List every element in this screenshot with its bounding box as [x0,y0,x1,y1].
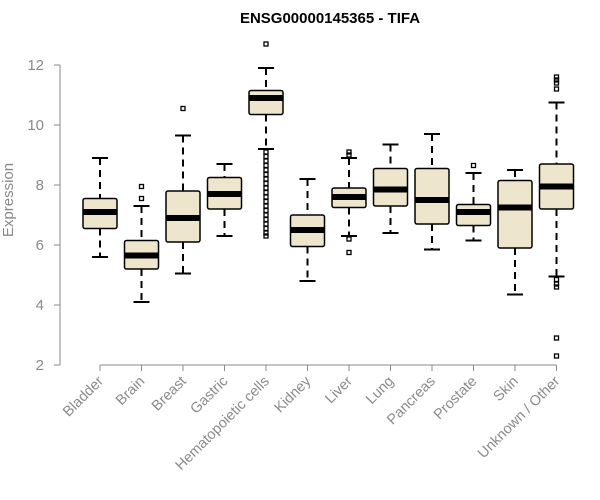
outlier-point [263,162,269,169]
outlier-point [553,80,560,86]
outlier-point [263,194,269,200]
outlier-point [553,74,560,80]
x-tick-label: Liver [322,373,356,407]
y-axis-title: Expression [0,163,17,237]
y-tick-label: 6 [36,237,44,254]
outlier-point [263,225,269,232]
outlier-point [138,183,145,190]
boxes-group [82,41,575,359]
y-tick-label: 12 [27,57,44,74]
outlier-point [263,212,269,218]
outlier-point [346,149,352,155]
y-tick-label: 2 [36,357,44,374]
box-pancreas [414,133,450,251]
outlier-point [263,185,269,191]
x-tick-label: Lung [363,374,397,408]
outlier-point [263,167,269,173]
box-brain [123,183,160,303]
x-tick-label: Breast [149,374,190,415]
box-hematopoietic-cells [248,41,284,239]
outlier-point [263,149,269,155]
iqr-box [497,179,533,249]
box-lung [372,143,409,234]
box-breast [165,105,201,275]
box-unknown-other [538,74,575,359]
outlier-point [553,335,560,341]
x-tick-label: Kidney [272,373,315,416]
outlier-point [263,203,269,209]
outlier-point [263,233,269,239]
outlier-point [263,176,269,182]
outlier-point [263,207,269,214]
box-gastric [206,163,243,237]
box-kidney [289,178,326,282]
outlier-point [263,216,269,223]
box-liver [331,149,367,256]
outlier-point [263,153,269,160]
outlier-point [470,162,477,169]
chart-title: ENSG00000145365 - TIFA [240,10,420,27]
iqr-box [248,89,284,116]
box-prostate [455,162,492,242]
outlier-point [346,236,352,242]
iqr-box [414,167,450,225]
y-tick-label: 8 [36,177,44,194]
outlier-point [553,77,560,83]
outlier-point [263,41,269,47]
outlier-point [138,195,145,202]
outlier-point [263,198,269,205]
box-bladder [82,157,118,258]
outlier-point [263,158,269,164]
x-tick-label: Prostate [431,374,480,423]
outlier-point [553,281,560,287]
outlier-point [346,249,352,256]
outlier-point [553,86,560,92]
outlier-point [263,180,269,187]
y-tick-label: 4 [36,297,44,314]
box-skin [497,169,533,296]
x-tick-label: Brain [113,374,148,409]
outlier-point [346,152,352,158]
x-tick-label: Skin [491,374,522,405]
outlier-point [263,230,269,236]
outlier-point [263,221,269,227]
outlier-point [180,105,186,112]
outlier-point [263,171,269,178]
outlier-point [553,284,560,290]
outlier-point [553,353,560,359]
outlier-point [553,276,560,283]
outlier-point [263,189,269,196]
y-axis-ticks: 2 4 6 8 10 12 [27,57,60,374]
x-tick-label: Bladder [60,373,107,420]
y-tick-label: 10 [27,117,44,134]
